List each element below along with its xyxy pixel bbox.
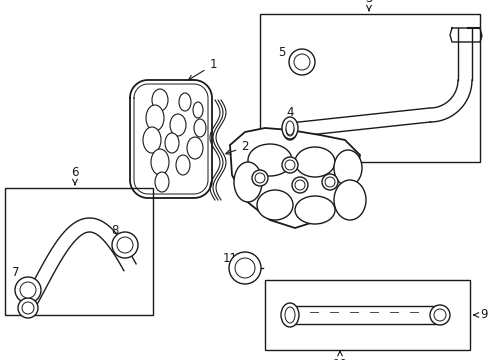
Ellipse shape: [194, 119, 205, 137]
Circle shape: [433, 309, 445, 321]
Ellipse shape: [333, 150, 361, 186]
Ellipse shape: [164, 133, 179, 153]
Text: 7: 7: [12, 266, 26, 287]
Bar: [5, 188, 153, 315]
Ellipse shape: [151, 149, 169, 175]
Ellipse shape: [285, 307, 294, 323]
Ellipse shape: [282, 117, 297, 139]
Ellipse shape: [281, 303, 298, 327]
Circle shape: [20, 282, 36, 298]
Text: 11: 11: [222, 252, 242, 267]
Circle shape: [112, 232, 138, 258]
Ellipse shape: [179, 93, 191, 111]
Ellipse shape: [155, 172, 169, 192]
Text: 4: 4: [285, 105, 293, 126]
Circle shape: [117, 237, 133, 253]
Ellipse shape: [333, 180, 365, 220]
Text: 6: 6: [71, 166, 79, 185]
Circle shape: [18, 298, 38, 318]
Circle shape: [282, 157, 297, 173]
Ellipse shape: [285, 121, 293, 135]
Ellipse shape: [152, 89, 168, 111]
Ellipse shape: [170, 114, 185, 136]
Text: 10: 10: [332, 351, 347, 360]
Ellipse shape: [186, 137, 203, 159]
Circle shape: [321, 174, 337, 190]
Circle shape: [325, 177, 334, 187]
Ellipse shape: [294, 196, 334, 224]
Ellipse shape: [283, 120, 296, 140]
Circle shape: [254, 173, 264, 183]
Circle shape: [293, 54, 309, 70]
Circle shape: [251, 170, 267, 186]
Text: 5: 5: [278, 45, 298, 60]
Ellipse shape: [176, 155, 190, 175]
Ellipse shape: [193, 102, 203, 118]
Circle shape: [294, 180, 305, 190]
Circle shape: [291, 177, 307, 193]
Text: 3: 3: [365, 0, 372, 11]
Bar: [264, 280, 469, 350]
Ellipse shape: [142, 127, 161, 153]
Circle shape: [15, 277, 41, 303]
Ellipse shape: [247, 144, 291, 176]
Circle shape: [288, 49, 314, 75]
Ellipse shape: [285, 124, 293, 136]
Circle shape: [285, 160, 294, 170]
Text: 8: 8: [111, 224, 122, 243]
Text: 1: 1: [188, 58, 216, 80]
Bar: [260, 14, 479, 162]
Circle shape: [22, 302, 34, 314]
Circle shape: [228, 252, 261, 284]
Ellipse shape: [146, 105, 163, 131]
Text: 9: 9: [473, 309, 487, 321]
Ellipse shape: [234, 162, 262, 202]
Ellipse shape: [294, 147, 334, 177]
Circle shape: [235, 258, 254, 278]
Circle shape: [429, 305, 449, 325]
Polygon shape: [229, 128, 359, 228]
Text: 2: 2: [225, 140, 248, 154]
Ellipse shape: [257, 190, 292, 220]
